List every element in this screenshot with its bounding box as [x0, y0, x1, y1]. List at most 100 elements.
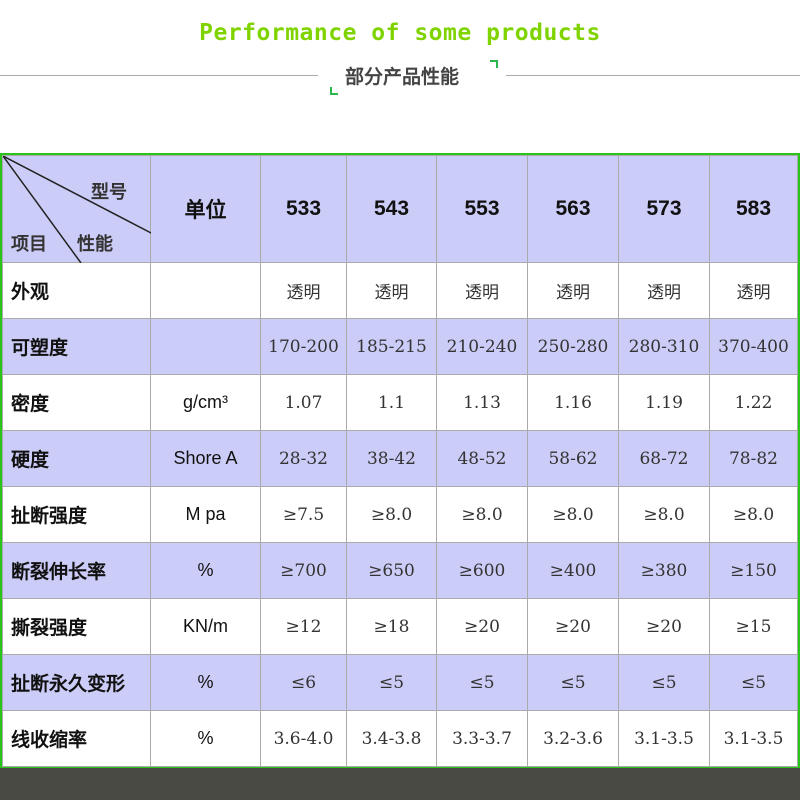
value-cell: ≥20: [527, 598, 619, 655]
background-floor: [0, 768, 800, 800]
table-row: 密度 g/cm³ 1.07 1.1 1.13 1.16 1.19 1.22: [2, 374, 798, 431]
model-header: 573: [618, 155, 710, 263]
table-row: 扯断永久变形% ≤6 ≤5 ≤5 ≤5 ≤5 ≤5: [2, 654, 798, 711]
value-cell: 透明: [709, 262, 798, 319]
value-cell: ≥15: [709, 598, 798, 655]
value-cell: ≤6: [260, 654, 347, 711]
value-cell: ≥8.0: [709, 486, 798, 543]
value-cell: 250-280: [527, 318, 619, 375]
value-cell: 透明: [260, 262, 347, 319]
model-header: 553: [436, 155, 528, 263]
value-cell: ≥600: [436, 542, 528, 599]
row-label: 扯断永久变形: [2, 654, 151, 711]
row-label: 硬度: [2, 430, 151, 487]
divider-left: [0, 75, 318, 76]
value-cell: ≥8.0: [346, 486, 437, 543]
value-cell: 1.07: [260, 374, 347, 431]
value-cell: ≥20: [618, 598, 710, 655]
table-row: 断裂伸长率% ≥700 ≥650 ≥600 ≥400 ≥380 ≥150: [2, 542, 798, 599]
value-cell: 3.2-3.6: [527, 710, 619, 767]
value-cell: ≤5: [346, 654, 437, 711]
row-unit: [150, 262, 261, 319]
value-cell: ≤5: [709, 654, 798, 711]
value-cell: ≥12: [260, 598, 347, 655]
diagonal-lines-icon: [3, 156, 151, 263]
row-unit: g/cm³: [150, 374, 261, 431]
value-cell: 58-62: [527, 430, 619, 487]
row-label: 扯断强度: [2, 486, 151, 543]
table-row: 扯断强度 M pa ≥7.5 ≥8.0 ≥8.0 ≥8.0 ≥8.0 ≥8.0: [2, 486, 798, 543]
model-header: 533: [260, 155, 347, 263]
value-cell: ≥380: [618, 542, 710, 599]
row-label: 断裂伸长率: [2, 542, 151, 599]
value-cell: 28-32: [260, 430, 347, 487]
value-cell: 1.1: [346, 374, 437, 431]
row-unit: [150, 318, 261, 375]
value-cell: ≤5: [527, 654, 619, 711]
model-header: 563: [527, 155, 619, 263]
row-label: 撕裂强度: [2, 598, 151, 655]
row-unit: %: [150, 710, 261, 767]
corner-model-label: 型号: [91, 182, 127, 203]
corner-cell: 型号 项目 性能: [2, 155, 151, 263]
value-cell: 透明: [527, 262, 619, 319]
value-cell: 78-82: [709, 430, 798, 487]
value-cell: 透明: [346, 262, 437, 319]
value-cell: 1.16: [527, 374, 619, 431]
value-cell: 1.22: [709, 374, 798, 431]
value-cell: 透明: [618, 262, 710, 319]
row-unit: KN/m: [150, 598, 261, 655]
row-label: 线收缩率: [2, 710, 151, 767]
value-cell: ≥150: [709, 542, 798, 599]
unit-header: 单位: [150, 155, 261, 263]
header-row: 型号 项目 性能 单位 533 543 553 563 573 583: [2, 155, 798, 263]
value-cell: 3.1-3.5: [709, 710, 798, 767]
value-cell: 38-42: [346, 430, 437, 487]
row-unit: Shore A: [150, 430, 261, 487]
row-unit: %: [150, 654, 261, 711]
value-cell: 48-52: [436, 430, 528, 487]
value-cell: 3.1-3.5: [618, 710, 710, 767]
bracket-top-right-icon: [490, 60, 498, 68]
divider-right: [506, 75, 800, 76]
table-row: 撕裂强度 KN/m ≥12 ≥18 ≥20 ≥20 ≥20 ≥15: [2, 598, 798, 655]
row-unit: %: [150, 542, 261, 599]
table-row: 外观 透明 透明 透明 透明 透明 透明: [2, 262, 798, 319]
value-cell: 透明: [436, 262, 528, 319]
table-row: 硬度 Shore A 28-32 38-42 48-52 58-62 68-72 78-82: [2, 430, 798, 487]
value-cell: ≥650: [346, 542, 437, 599]
corner-item-label: 项目: [11, 234, 47, 255]
value-cell: ≥18: [346, 598, 437, 655]
value-cell: ≥7.5: [260, 486, 347, 543]
value-cell: ≥8.0: [436, 486, 528, 543]
value-cell: 280-310: [618, 318, 710, 375]
model-header: 543: [346, 155, 437, 263]
table-row: 线收缩率% 3.6-4.0 3.4-3.8 3.3-3.7 3.2-3.6 3.1-3.5…: [2, 710, 798, 767]
value-cell: ≤5: [618, 654, 710, 711]
value-cell: ≥700: [260, 542, 347, 599]
value-cell: 68-72: [618, 430, 710, 487]
row-label: 密度: [2, 374, 151, 431]
value-cell: ≤5: [436, 654, 528, 711]
value-cell: ≥400: [527, 542, 619, 599]
value-cell: ≥20: [436, 598, 528, 655]
value-cell: 1.13: [436, 374, 528, 431]
row-label: 外观: [2, 262, 151, 319]
table-row: 可塑度 170-200 185-215 210-240 250-280 280-310 37…: [2, 318, 798, 375]
value-cell: 1.19: [618, 374, 710, 431]
page-title: Performance of some products: [199, 20, 601, 46]
corner-property-label: 性能: [77, 234, 113, 255]
value-cell: 185-215: [346, 318, 437, 375]
value-cell: 170-200: [260, 318, 347, 375]
model-header: 583: [709, 155, 798, 263]
value-cell: 3.3-3.7: [436, 710, 528, 767]
value-cell: 3.4-3.8: [346, 710, 437, 767]
bracket-bottom-left-icon: [330, 87, 338, 95]
row-label: 可塑度: [2, 318, 151, 375]
value-cell: ≥8.0: [618, 486, 710, 543]
value-cell: ≥8.0: [527, 486, 619, 543]
value-cell: 210-240: [436, 318, 528, 375]
performance-table: 型号 项目 性能 单位 533 543 553 563 573 583 外观 透明…: [0, 153, 800, 769]
value-cell: 370-400: [709, 318, 798, 375]
value-cell: 3.6-4.0: [260, 710, 347, 767]
